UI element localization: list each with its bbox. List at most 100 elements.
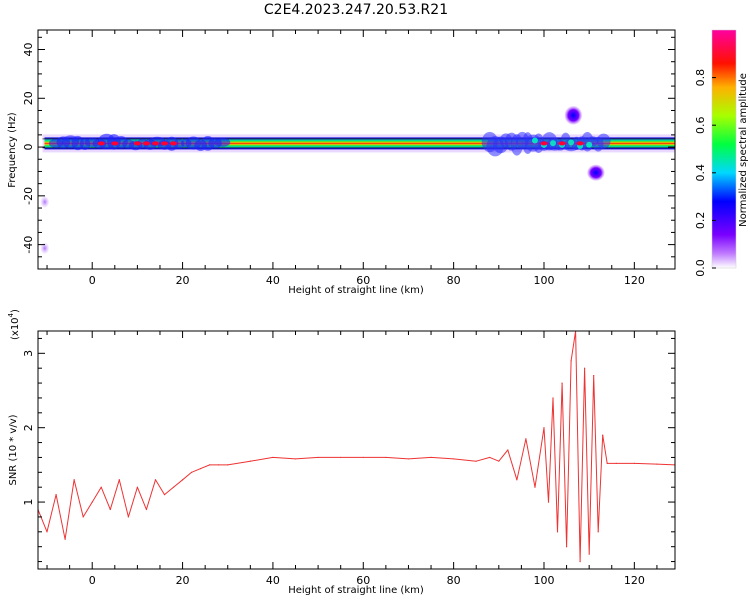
snr-point bbox=[597, 531, 599, 533]
snr-point bbox=[516, 479, 518, 481]
spectrogram-x-ticks: 0 20 40 60 80 100 120 bbox=[46, 30, 658, 287]
snr-x-tick-label: 40 bbox=[266, 574, 280, 587]
snr-point bbox=[407, 458, 410, 460]
snr-point bbox=[656, 463, 658, 465]
snr-point bbox=[489, 456, 491, 459]
snr-point bbox=[588, 553, 590, 555]
snr-point bbox=[64, 538, 66, 540]
spectrogram-panel: 0 20 40 60 80 100 120 -40 -20 0 20 40 Height of st… bbox=[7, 29, 676, 296]
spectrogram-x-tick-label: 100 bbox=[533, 274, 554, 287]
snr-point bbox=[200, 467, 202, 470]
snr-x-tick-label: 60 bbox=[356, 574, 370, 587]
snr-point bbox=[593, 375, 595, 377]
spectrogram-y-axis-label: Frequency (Hz) bbox=[7, 112, 18, 188]
snr-point bbox=[565, 546, 568, 548]
colorbar-label: Normalized spectral amplitude bbox=[738, 73, 749, 227]
snr-point bbox=[534, 486, 536, 488]
spectrogram-hotspot bbox=[142, 141, 150, 146]
snr-point bbox=[547, 501, 550, 503]
colorbar-tick-label: 0.8 bbox=[694, 69, 707, 87]
spectrogram-side-blob bbox=[564, 106, 583, 125]
spectrogram-side-blob bbox=[587, 164, 605, 181]
snr-point bbox=[127, 516, 129, 518]
spectrogram-plot-area bbox=[40, 106, 675, 254]
snr-point bbox=[633, 462, 635, 464]
snr-point bbox=[543, 427, 545, 429]
snr-x-tick-label: 80 bbox=[447, 574, 461, 587]
snr-point bbox=[172, 486, 175, 488]
chart-title: C2E4.2023.247.20.53.R21 bbox=[264, 2, 448, 18]
spectrogram-hotspot bbox=[133, 141, 141, 146]
spectrogram-hotspot bbox=[97, 141, 105, 146]
snr-point bbox=[579, 560, 581, 563]
spectrogram-hotspot bbox=[111, 141, 119, 146]
snr-point bbox=[227, 464, 229, 466]
snr-point bbox=[362, 456, 364, 459]
spectrogram-hotspot bbox=[160, 141, 168, 146]
colorbar-tick-label: 0.0 bbox=[694, 259, 707, 277]
snr-scale-exponent: 4 bbox=[7, 312, 15, 317]
spectrogram-y-ticks: -40 -20 0 20 40 bbox=[22, 36, 675, 270]
svg-text:(x104): (x104) bbox=[7, 309, 21, 340]
spectrogram-x-tick-label: 60 bbox=[356, 274, 370, 287]
snr-point bbox=[453, 458, 455, 460]
snr-x-tick-label: 0 bbox=[89, 574, 96, 587]
snr-plot-area bbox=[38, 331, 675, 563]
snr-point bbox=[82, 516, 84, 518]
snr-x-tick-label: 100 bbox=[533, 574, 554, 587]
snr-x-tick-label: 120 bbox=[624, 574, 645, 587]
spectrogram-speckle bbox=[531, 137, 538, 144]
colorbar-tick-label: 0.4 bbox=[694, 164, 707, 182]
snr-point bbox=[136, 486, 138, 488]
spectrogram-hotspot bbox=[558, 141, 566, 146]
snr-point bbox=[525, 438, 527, 440]
snr-series-line bbox=[38, 331, 675, 563]
snr-point bbox=[145, 508, 148, 511]
snr-point bbox=[584, 367, 586, 369]
snr-point bbox=[294, 458, 297, 460]
spectrogram-y-tick-label: 20 bbox=[22, 91, 35, 105]
snr-point bbox=[498, 460, 500, 462]
snr-point bbox=[475, 460, 477, 462]
snr-frame bbox=[37, 330, 676, 570]
spectrogram-speckle bbox=[586, 141, 593, 148]
snr-point bbox=[507, 449, 509, 451]
colorbar-frame bbox=[711, 29, 737, 269]
snr-point bbox=[91, 501, 93, 503]
spectrogram-y-tick-label: -40 bbox=[22, 236, 35, 254]
snr-point bbox=[385, 456, 387, 459]
colorbar-tick-label: 0.6 bbox=[694, 116, 707, 134]
colorbar-tick-label: 0.2 bbox=[694, 212, 707, 230]
spectrogram-hotspot bbox=[540, 141, 548, 146]
spectrogram-faint-blob bbox=[40, 196, 50, 208]
snr-point bbox=[430, 456, 432, 459]
snr-point bbox=[570, 360, 572, 362]
snr-point bbox=[552, 397, 554, 399]
snr-point bbox=[55, 494, 57, 496]
spectrogram-y-tick-label: 0 bbox=[22, 144, 35, 151]
spectrogram-y-tick-label: 40 bbox=[22, 43, 35, 57]
snr-y-tick-label: 1 bbox=[22, 499, 35, 506]
spectrogram-frame bbox=[37, 29, 676, 270]
snr-point bbox=[154, 479, 157, 481]
spectrogram-x-tick-label: 80 bbox=[447, 274, 461, 287]
snr-point bbox=[100, 486, 102, 488]
snr-y-tick-label: 3 bbox=[22, 350, 35, 357]
spectrogram-clump bbox=[596, 133, 611, 149]
snr-x-ticks: 0 20 40 60 80 100 120 bbox=[46, 331, 658, 587]
snr-x-axis-label: Height of straight line (km) bbox=[288, 585, 424, 596]
snr-y-ticks: 1 2 3 bbox=[22, 337, 675, 563]
snr-panel: 0 20 40 60 80 100 120 1 2 3 Height of straight l… bbox=[7, 309, 676, 596]
snr-scale-note: (x104) bbox=[7, 309, 21, 340]
snr-point bbox=[109, 508, 111, 511]
colorbar: 0.0 0.2 0.4 0.6 0.8 Normalized spectral ampl… bbox=[694, 29, 749, 277]
snr-point bbox=[118, 479, 120, 481]
colorbar-ticks: 0.0 0.2 0.4 0.6 0.8 bbox=[694, 69, 716, 277]
snr-point bbox=[181, 479, 184, 481]
spectrogram-y-tick-label: -20 bbox=[22, 187, 35, 205]
snr-point bbox=[272, 456, 274, 459]
snr-point bbox=[602, 434, 604, 436]
spectrogram-speckle bbox=[550, 140, 557, 147]
spectrogram-band-core bbox=[44, 140, 675, 146]
